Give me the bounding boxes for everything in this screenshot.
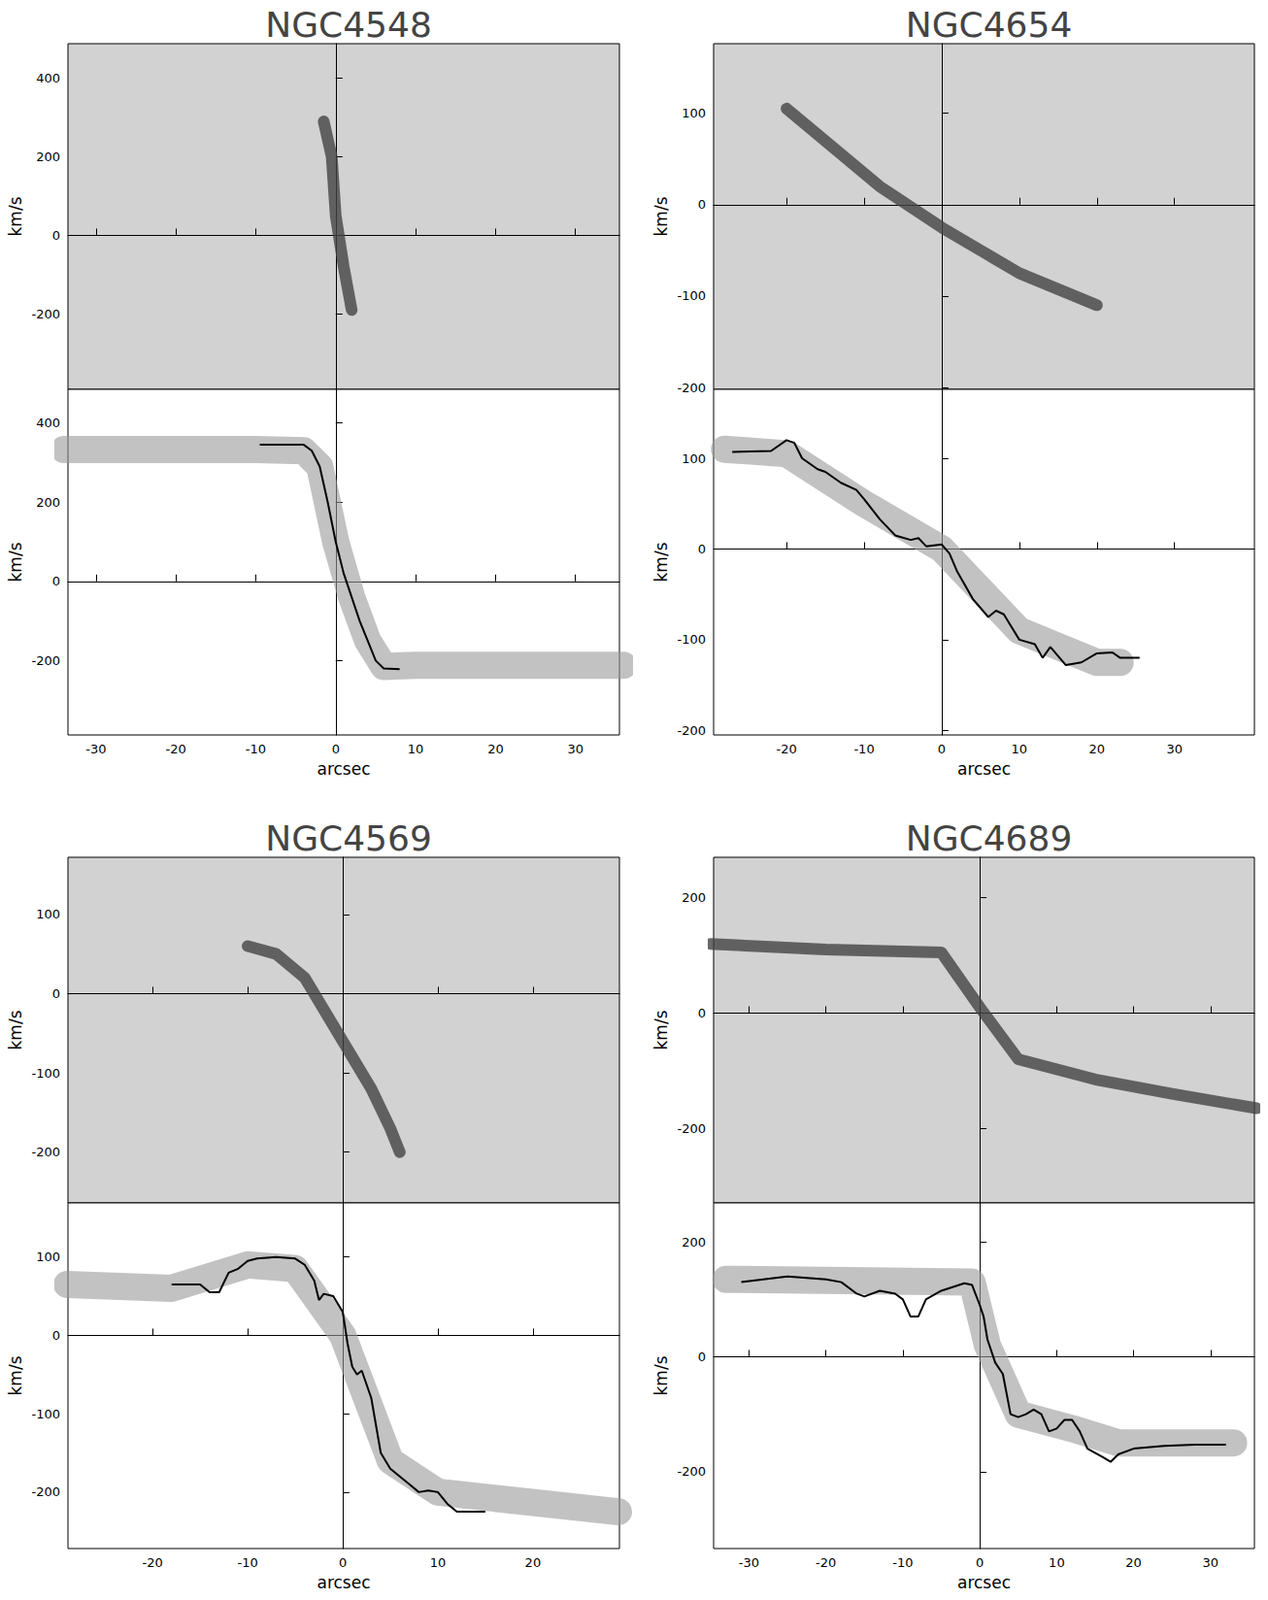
svg-text:NGC4569: NGC4569 [265, 818, 433, 859]
svg-text:-10: -10 [236, 1555, 258, 1570]
svg-text:NGC4548: NGC4548 [265, 4, 433, 45]
svg-text:-10: -10 [245, 741, 267, 757]
svg-text:km/s: km/s [5, 196, 26, 236]
svg-text:30: 30 [567, 741, 584, 757]
svg-text:km/s: km/s [5, 1009, 26, 1050]
svg-text:100: 100 [35, 906, 61, 922]
svg-text:arcsec: arcsec [316, 759, 370, 779]
svg-text:0: 0 [52, 1328, 61, 1343]
svg-text:-200: -200 [31, 1144, 61, 1160]
svg-text:400: 400 [35, 415, 61, 431]
svg-text:km/s: km/s [651, 541, 671, 582]
svg-text:-200: -200 [31, 653, 61, 668]
svg-text:10: 10 [430, 1555, 447, 1570]
svg-text:-20: -20 [815, 1555, 836, 1570]
svg-text:NGC4689: NGC4689 [905, 818, 1073, 859]
svg-text:0: 0 [975, 1555, 984, 1570]
svg-text:km/s: km/s [651, 196, 671, 236]
svg-text:-10: -10 [892, 1555, 913, 1570]
svg-text:NGC4654: NGC4654 [905, 4, 1073, 45]
svg-text:20: 20 [1125, 1555, 1142, 1570]
svg-text:arcsec: arcsec [957, 1572, 1011, 1593]
svg-text:km/s: km/s [5, 541, 26, 582]
svg-text:-100: -100 [31, 1406, 61, 1422]
svg-text:arcsec: arcsec [957, 759, 1011, 779]
svg-text:-200: -200 [676, 380, 706, 396]
svg-text:km/s: km/s [651, 1355, 671, 1396]
svg-text:0: 0 [332, 741, 340, 757]
svg-text:-10: -10 [853, 741, 874, 757]
svg-text:30: 30 [1166, 741, 1183, 757]
svg-text:-100: -100 [676, 288, 706, 303]
svg-text:0: 0 [338, 1555, 347, 1570]
svg-text:arcsec: arcsec [316, 1572, 370, 1593]
svg-text:20: 20 [487, 741, 504, 757]
svg-text:-200: -200 [676, 723, 706, 738]
svg-text:100: 100 [35, 1249, 61, 1265]
svg-text:-20: -20 [142, 1555, 164, 1570]
svg-text:-30: -30 [85, 741, 106, 757]
svg-text:0: 0 [698, 1349, 706, 1365]
svg-text:-200: -200 [31, 306, 61, 322]
svg-text:10: 10 [407, 741, 425, 757]
svg-text:200: 200 [681, 1234, 706, 1250]
svg-text:0: 0 [52, 986, 61, 1002]
svg-text:-200: -200 [676, 1121, 706, 1136]
svg-text:km/s: km/s [651, 1009, 671, 1050]
svg-text:-30: -30 [738, 1555, 760, 1570]
svg-text:0: 0 [698, 541, 706, 557]
svg-text:30: 30 [1202, 1555, 1220, 1570]
svg-text:10: 10 [1011, 741, 1029, 757]
svg-text:0: 0 [52, 228, 61, 243]
svg-text:0: 0 [698, 197, 706, 212]
svg-text:0: 0 [52, 573, 61, 589]
svg-text:100: 100 [681, 105, 706, 121]
svg-text:0: 0 [937, 741, 946, 757]
svg-text:400: 400 [35, 70, 61, 86]
svg-text:10: 10 [1048, 1555, 1066, 1570]
svg-text:km/s: km/s [5, 1355, 26, 1396]
svg-text:0: 0 [698, 1005, 706, 1021]
svg-text:-200: -200 [31, 1484, 61, 1500]
svg-text:-20: -20 [166, 741, 187, 757]
svg-text:20: 20 [1089, 741, 1106, 757]
svg-text:-200: -200 [676, 1464, 706, 1479]
svg-text:200: 200 [681, 890, 706, 905]
svg-text:100: 100 [681, 451, 706, 467]
svg-text:-20: -20 [776, 741, 798, 757]
svg-text:20: 20 [525, 1555, 542, 1570]
svg-text:-100: -100 [676, 632, 706, 647]
svg-text:200: 200 [35, 495, 61, 510]
svg-text:-100: -100 [31, 1066, 61, 1081]
svg-text:200: 200 [35, 149, 61, 165]
